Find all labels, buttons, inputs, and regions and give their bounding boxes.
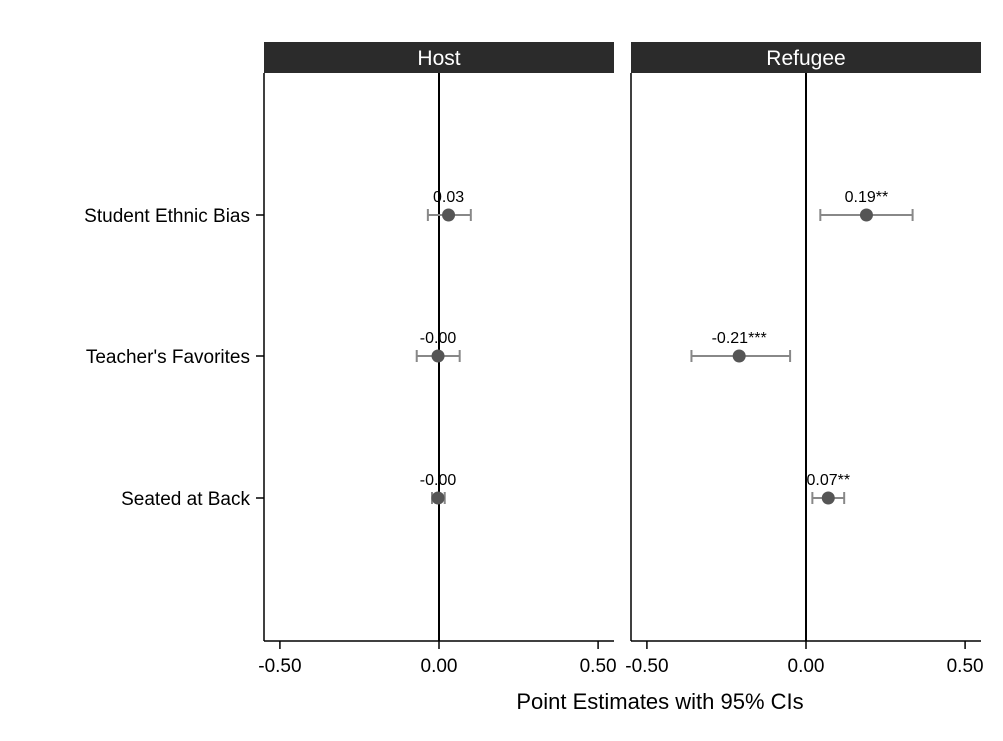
x-axis-title: Point Estimates with 95% CIs [516, 689, 803, 714]
estimate-label: -0.21*** [712, 330, 767, 347]
category-label: Teacher's Favorites [86, 347, 250, 368]
x-tick-label: 0.50 [580, 656, 617, 677]
category-label: Seated at Back [121, 489, 250, 510]
x-tick-label: 0.00 [421, 656, 458, 677]
estimate-point-group: -0.00 [415, 330, 461, 363]
estimate-point-group: 0.07** [806, 472, 850, 505]
estimate-marker [442, 208, 456, 222]
estimate-marker [732, 349, 746, 363]
estimate-marker [821, 491, 835, 505]
category-label: Student Ethnic Bias [84, 206, 250, 227]
estimate-label: -0.00 [420, 472, 457, 489]
x-tick-label: 0.50 [947, 656, 984, 677]
estimate-marker [431, 349, 445, 363]
panel-title: Refugee [766, 47, 845, 70]
panel-header [264, 42, 614, 73]
panel-host: Host -0.50 0.00 0.50 0.03 -0.00 -0.00 [258, 42, 617, 677]
panel-refugee: Refugee -0.50 0.00 0.50 0.19** -0.21*** 0.07** [625, 42, 984, 677]
x-tick-label: -0.50 [625, 656, 668, 677]
estimate-label: 0.03 [433, 189, 464, 206]
estimate-point-group: 0.03 [426, 189, 472, 222]
estimate-point-group: 0.19** [819, 189, 914, 222]
panel-header [631, 42, 981, 73]
panel-title: Host [417, 47, 460, 70]
estimate-point-group: -0.00 [420, 472, 457, 505]
estimate-label: 0.19** [845, 189, 889, 206]
estimate-marker [431, 491, 445, 505]
panels: Host -0.50 0.00 0.50 0.03 -0.00 -0.00 Refugee -0… [258, 42, 984, 677]
x-tick-label: -0.50 [258, 656, 301, 677]
estimate-label: -0.00 [420, 330, 457, 347]
x-tick-label: 0.00 [788, 656, 825, 677]
estimate-marker [859, 208, 873, 222]
estimate-label: 0.07** [806, 472, 850, 489]
estimate-point-group: -0.21*** [690, 330, 792, 363]
category-labels: Student Ethnic Bias Teacher's Favorites Se… [84, 206, 264, 510]
